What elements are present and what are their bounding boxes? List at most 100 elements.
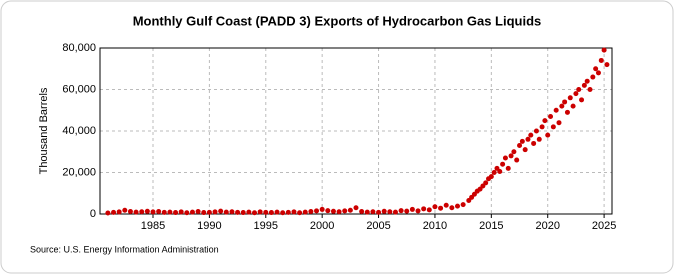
x-tick-label: 2020 xyxy=(535,220,559,232)
point xyxy=(268,210,274,216)
point xyxy=(454,203,460,209)
point xyxy=(590,74,596,80)
point xyxy=(139,209,145,215)
point xyxy=(548,113,554,119)
point xyxy=(189,209,195,215)
point xyxy=(252,210,258,216)
point xyxy=(593,66,599,72)
point xyxy=(404,208,410,214)
y-tick-label: 0 xyxy=(90,208,96,220)
point xyxy=(421,206,427,212)
y-tick-label: 20,000 xyxy=(62,166,96,178)
point xyxy=(491,170,497,175)
point xyxy=(280,210,286,216)
point xyxy=(542,118,548,124)
point xyxy=(556,120,562,126)
point xyxy=(500,161,506,167)
point xyxy=(584,78,590,84)
point xyxy=(291,209,297,215)
point xyxy=(460,202,466,208)
point xyxy=(161,209,167,215)
point xyxy=(133,209,139,215)
point xyxy=(553,107,559,113)
point xyxy=(229,209,235,215)
point xyxy=(240,210,246,216)
x-tick-label: 2025 xyxy=(592,220,616,232)
plot-area xyxy=(99,47,613,215)
point xyxy=(122,207,128,213)
point xyxy=(502,155,508,161)
point xyxy=(274,209,280,215)
point xyxy=(364,209,370,215)
point xyxy=(263,209,269,215)
point xyxy=(392,209,398,215)
chart-title: Monthly Gulf Coast (PADD 3) Exports of H… xyxy=(133,13,542,28)
point xyxy=(111,209,117,215)
point xyxy=(336,209,342,215)
point xyxy=(398,208,404,214)
point xyxy=(206,209,212,215)
point xyxy=(539,124,545,130)
point xyxy=(525,136,531,142)
y-tick-label: 80,000 xyxy=(62,42,96,54)
point xyxy=(497,168,503,174)
point xyxy=(201,210,207,216)
point xyxy=(105,210,111,216)
point xyxy=(257,209,263,215)
y-tick-label: 40,000 xyxy=(62,125,96,137)
point xyxy=(144,208,150,214)
point xyxy=(505,165,511,171)
point xyxy=(370,209,376,215)
point xyxy=(567,95,573,101)
point xyxy=(449,205,455,211)
point xyxy=(528,132,534,138)
point xyxy=(522,147,528,153)
x-tick-label: 1985 xyxy=(141,220,165,232)
point xyxy=(347,207,353,213)
point xyxy=(314,208,320,214)
x-tick-label: 2000 xyxy=(310,220,334,232)
point xyxy=(376,209,382,215)
point xyxy=(325,208,331,214)
point xyxy=(150,209,156,215)
point xyxy=(587,87,593,92)
point xyxy=(438,205,444,211)
x-tick-label: 2015 xyxy=(479,220,503,232)
point xyxy=(533,128,539,134)
point xyxy=(184,210,190,216)
point xyxy=(387,209,393,215)
point xyxy=(598,57,604,63)
y-axis-label: Thousand Barrels xyxy=(38,87,50,174)
point xyxy=(483,180,489,186)
y-tick-label: 60,000 xyxy=(62,83,96,95)
point xyxy=(514,157,520,163)
point xyxy=(409,206,415,212)
point xyxy=(127,209,133,215)
point xyxy=(511,149,517,155)
point xyxy=(545,132,551,138)
x-tick-label: 2005 xyxy=(366,220,390,232)
point xyxy=(536,136,542,142)
point xyxy=(223,209,229,215)
point xyxy=(564,109,570,115)
x-tick-label: 1990 xyxy=(197,220,221,232)
point xyxy=(531,140,537,146)
point xyxy=(443,202,449,208)
point xyxy=(330,208,336,214)
point xyxy=(359,209,365,215)
point xyxy=(432,204,438,210)
point xyxy=(218,208,224,214)
point xyxy=(517,143,523,149)
point xyxy=(573,91,579,97)
point xyxy=(488,174,494,180)
point xyxy=(173,210,179,216)
point xyxy=(576,87,582,92)
point xyxy=(246,209,252,215)
point xyxy=(235,209,241,215)
point xyxy=(302,209,308,215)
point xyxy=(426,207,432,213)
point xyxy=(285,209,291,215)
point xyxy=(195,209,201,215)
x-tick-label: 1995 xyxy=(254,220,278,232)
